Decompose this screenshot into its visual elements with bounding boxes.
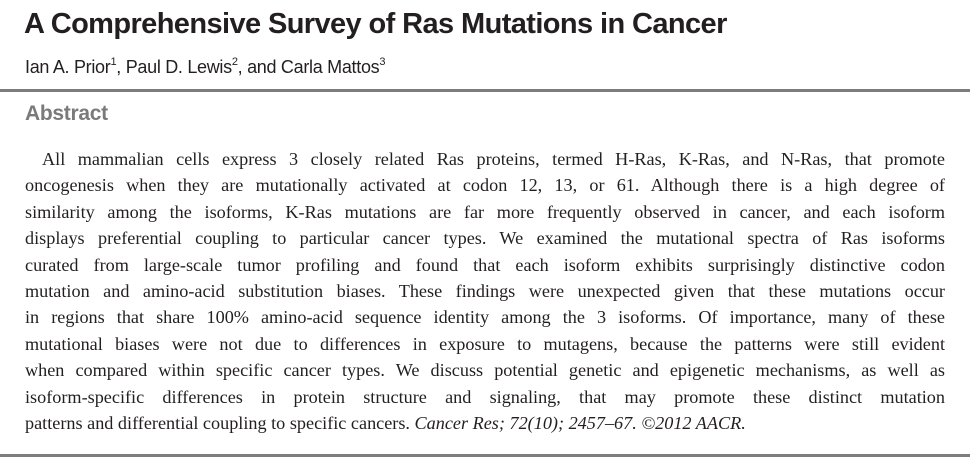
abstract-body: All mammalian cells express 3 closely re…: [25, 146, 945, 436]
divider-top: [0, 89, 970, 92]
divider-bottom: [0, 454, 970, 457]
abstract-line: All mammalian cells express 3 closely re…: [42, 149, 945, 169]
author-name: Carla Mattos: [280, 57, 380, 77]
citation: Cancer Res; 72(10); 2457–67. ©2012 AACR.: [414, 412, 746, 433]
abstract-line: patterns and differential coupling to sp…: [25, 412, 415, 433]
abstract-line: curated from large-scale tumor profiling…: [25, 254, 945, 275]
paper-title: A Comprehensive Survey of Ras Mutations …: [24, 8, 727, 40]
abstract-line: in regions that share 100% amino-acid se…: [25, 307, 945, 328]
abstract-heading: Abstract: [25, 102, 108, 125]
abstract-line: mutational biases were not due to differ…: [25, 333, 945, 354]
author-list: Ian A. Prior1, Paul D. Lewis2, and Carla…: [25, 57, 385, 78]
author-affiliation: 1: [110, 56, 117, 68]
author-affiliation: 2: [231, 56, 238, 68]
abstract-line: isoform-specific differences in protein …: [25, 386, 945, 407]
author-name: Ian A. Prior: [25, 57, 111, 77]
author-separator: ,: [116, 57, 126, 77]
abstract-line: oncogenesis when they are mutationally a…: [25, 175, 945, 196]
abstract-last-line: patterns and differential coupling to sp…: [25, 410, 945, 436]
author-separator: , and: [237, 57, 281, 77]
abstract-line: similarity among the isoforms, K-Ras mut…: [25, 201, 945, 222]
author-affiliation: 3: [379, 56, 386, 68]
abstract-line: displays preferential coupling to partic…: [25, 228, 945, 249]
author-name: Paul D. Lewis: [125, 57, 232, 77]
abstract-line: when compared within specific cancer typ…: [25, 360, 945, 381]
abstract-line: mutation and amino-acid substitution bia…: [25, 280, 945, 301]
